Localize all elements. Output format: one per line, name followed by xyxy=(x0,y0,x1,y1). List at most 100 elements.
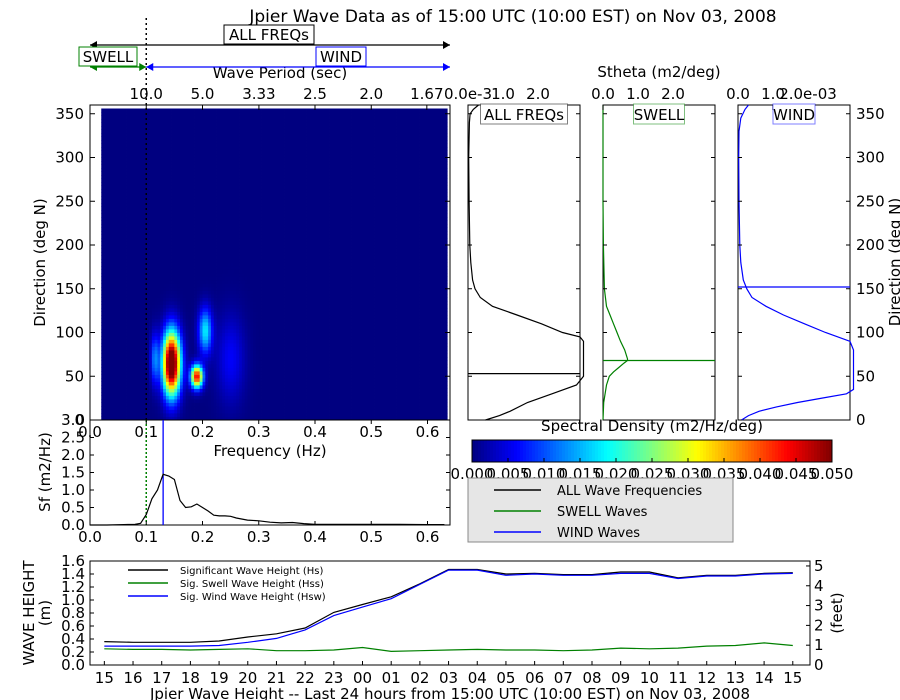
heatmap-cell xyxy=(255,143,260,148)
heatmap-cell xyxy=(157,287,161,291)
heatmap-cell xyxy=(126,346,130,351)
heatmap-cell xyxy=(132,318,136,323)
heatmap-cell xyxy=(210,413,215,417)
heatmap-cell xyxy=(227,315,232,319)
heatmap-cell xyxy=(171,185,175,190)
heatmap-cell xyxy=(118,360,122,365)
heatmap-cell xyxy=(126,182,130,186)
heatmap-cell xyxy=(244,231,248,235)
heatmap-cell xyxy=(255,346,260,351)
heatmap-cell xyxy=(191,199,195,204)
heatmap-cell xyxy=(112,126,116,130)
heatmap-cell xyxy=(241,276,246,281)
heatmap-cell xyxy=(123,269,127,274)
heatmap-cell xyxy=(247,168,251,172)
heatmap-cell xyxy=(225,140,229,144)
heatmap-cell xyxy=(163,378,167,382)
heatmap-cell xyxy=(137,357,142,361)
heatmap-cell xyxy=(196,220,201,225)
heatmap-cell xyxy=(180,164,184,169)
heatmap-cell xyxy=(115,406,119,410)
heatmap-cell xyxy=(160,266,164,270)
heatmap-cell xyxy=(140,406,144,410)
heatmap-cell xyxy=(219,322,223,326)
heatmap-cell xyxy=(123,346,127,351)
heatmap-cell xyxy=(106,126,111,130)
heatmap-cell xyxy=(132,339,136,344)
heatmap-cell xyxy=(180,353,184,358)
heatmap-cell xyxy=(132,402,136,407)
heatmap-cell xyxy=(101,357,105,361)
heatmap-cell xyxy=(174,385,178,389)
heatmap-cell xyxy=(165,297,170,302)
heatmap-cell xyxy=(222,196,226,200)
heatmap-cell xyxy=(185,133,189,137)
heatmap-cell xyxy=(210,262,215,267)
heatmap-cell xyxy=(104,150,108,155)
heatmap-cell xyxy=(230,252,234,256)
heatmap-cell xyxy=(168,311,172,316)
heatmap-cell xyxy=(165,196,170,200)
heatmap-cell xyxy=(109,406,113,410)
heatmap-cell xyxy=(180,371,184,375)
heatmap-cell xyxy=(115,332,119,337)
heatmap-cell xyxy=(250,119,254,123)
heatmap-cell xyxy=(165,252,170,256)
heatmap-cell xyxy=(219,213,223,218)
heatmap-cell xyxy=(106,206,111,211)
heatmap-cell xyxy=(227,154,232,158)
heatmap-cell xyxy=(191,294,195,298)
heatmap-cell xyxy=(126,325,130,330)
heatmap-cell xyxy=(196,374,201,379)
heatmap-cell xyxy=(255,171,260,176)
heatmap-cell xyxy=(230,336,234,340)
heatmap-cell xyxy=(143,136,147,141)
heatmap-cell xyxy=(157,227,161,232)
heatmap-cell xyxy=(109,297,113,302)
heatmap-cell xyxy=(180,374,184,379)
heatmap-cell xyxy=(241,332,246,337)
heatmap-cell xyxy=(216,304,220,309)
heatmap-cell xyxy=(123,406,127,410)
heatmap-cell xyxy=(163,287,167,291)
heatmap-cell xyxy=(109,227,113,232)
heatmap-cell xyxy=(247,374,251,379)
heatmap-cell xyxy=(115,367,119,372)
heatmap-cell xyxy=(241,175,246,179)
heatmap-cell xyxy=(239,129,243,134)
heatmap-cell xyxy=(129,171,133,176)
heatmap-cell xyxy=(177,343,181,347)
heatmap-cell xyxy=(104,350,108,354)
heatmap-cell xyxy=(151,112,156,116)
heatmap-cell xyxy=(219,371,223,375)
heatmap-cell xyxy=(101,224,105,228)
heatmap-cell xyxy=(115,129,119,134)
heatmap-cell xyxy=(233,224,237,228)
heatmap-cell xyxy=(239,273,243,277)
heatmap-cell xyxy=(196,308,201,312)
heatmap-cell xyxy=(135,189,139,193)
heatmap-cell xyxy=(149,294,153,298)
heatmap-cell xyxy=(140,346,144,351)
heatmap-cell xyxy=(199,318,203,323)
heatmap-cell xyxy=(115,311,119,316)
heatmap-cell xyxy=(205,381,209,386)
heatmap-cell xyxy=(109,175,113,179)
heatmap-cell xyxy=(230,248,234,253)
heatmap-cell xyxy=(109,203,113,207)
heatmap-cell xyxy=(219,115,223,120)
heatmap-cell xyxy=(250,287,254,291)
heatmap-cell xyxy=(233,409,237,414)
heatmap-cell xyxy=(118,178,122,183)
heatmap-cell xyxy=(143,252,147,256)
heatmap-cell xyxy=(177,269,181,274)
heatmap-cell xyxy=(135,283,139,288)
heatmap-cell xyxy=(168,325,172,330)
heatmap-cell xyxy=(241,206,246,211)
heatmap-cell xyxy=(137,108,142,113)
heatmap-cell xyxy=(230,157,234,162)
heatmap-cell xyxy=(247,381,251,386)
heatmap-cell xyxy=(250,157,254,162)
heatmap-cell xyxy=(194,276,198,281)
